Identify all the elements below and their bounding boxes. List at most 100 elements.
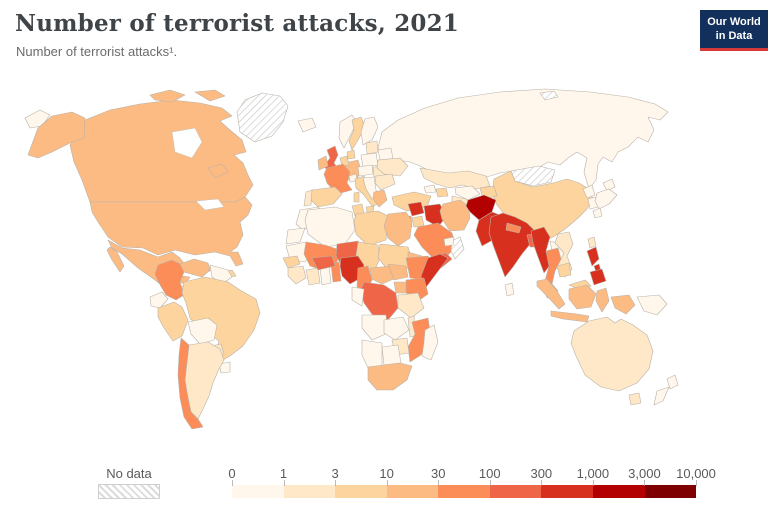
country-ecuador[interactable] bbox=[149, 291, 169, 309]
country-greenland[interactable] bbox=[236, 92, 289, 143]
country-cambodia[interactable] bbox=[556, 262, 572, 278]
country-ivory-coast[interactable] bbox=[305, 267, 321, 286]
country-iran[interactable] bbox=[439, 199, 471, 232]
country-canada-newfoundland[interactable] bbox=[207, 163, 229, 179]
legend-segment-8[interactable] bbox=[644, 485, 697, 498]
legend-segment-1[interactable] bbox=[283, 485, 336, 498]
country-new-zealand-north[interactable] bbox=[666, 374, 679, 390]
country-portugal[interactable] bbox=[303, 189, 313, 207]
country-zambia[interactable] bbox=[383, 316, 410, 341]
country-svalbard[interactable] bbox=[539, 90, 559, 101]
country-kazakhstan[interactable] bbox=[419, 167, 491, 190]
country-iceland[interactable] bbox=[297, 117, 317, 133]
legend-tick-labels: 0 1 3 10 30 100 300 1,000 3,000 10,000 bbox=[228, 466, 716, 482]
country-benelux[interactable] bbox=[339, 155, 350, 167]
country-new-zealand-south[interactable] bbox=[653, 386, 670, 406]
country-peru[interactable] bbox=[157, 301, 189, 342]
country-botswana[interactable] bbox=[381, 344, 402, 366]
country-canada-arctic-2[interactable] bbox=[194, 89, 226, 102]
country-canada[interactable] bbox=[69, 99, 254, 203]
country-somalia[interactable] bbox=[420, 253, 449, 291]
country-belarus[interactable] bbox=[377, 147, 394, 161]
country-myanmar[interactable] bbox=[530, 226, 551, 274]
country-australia-tasmania[interactable] bbox=[628, 392, 642, 406]
country-japan-honshu[interactable] bbox=[594, 188, 618, 210]
legend-segment-3[interactable] bbox=[386, 485, 439, 498]
country-togo-benin[interactable] bbox=[330, 261, 342, 283]
legend-segment-5[interactable] bbox=[489, 485, 542, 498]
legend-segment-6[interactable] bbox=[541, 485, 593, 498]
country-brazil[interactable] bbox=[181, 276, 261, 362]
country-madagascar[interactable] bbox=[421, 324, 439, 361]
country-georgia[interactable] bbox=[423, 184, 437, 194]
country-indonesia-papua[interactable] bbox=[610, 294, 636, 315]
legend-segment-7[interactable] bbox=[592, 485, 645, 498]
country-uae[interactable] bbox=[443, 236, 455, 247]
country-syria[interactable] bbox=[407, 201, 425, 217]
owid-logo[interactable]: Our World in Data bbox=[700, 10, 768, 51]
country-poland[interactable] bbox=[360, 152, 379, 168]
legend-segment-4[interactable] bbox=[438, 485, 490, 498]
country-taiwan[interactable] bbox=[587, 236, 597, 249]
legend-segment-0[interactable] bbox=[232, 485, 284, 498]
country-indonesia-kalimantan[interactable] bbox=[568, 284, 597, 310]
country-indonesia-sulawesi[interactable] bbox=[595, 287, 610, 313]
country-venezuela[interactable] bbox=[179, 258, 211, 278]
country-bolivia[interactable] bbox=[187, 317, 218, 345]
country-nepal[interactable] bbox=[505, 222, 522, 234]
country-finland[interactable] bbox=[360, 116, 379, 146]
country-oman[interactable] bbox=[450, 236, 465, 260]
country-uzbekistan[interactable] bbox=[454, 185, 481, 201]
country-burkina-faso[interactable] bbox=[311, 255, 336, 271]
country-indonesia-sumatra[interactable] bbox=[536, 278, 566, 310]
country-czech-austria[interactable] bbox=[357, 164, 374, 177]
country-libya[interactable] bbox=[353, 210, 389, 247]
country-philippines-luzon[interactable] bbox=[586, 246, 600, 267]
country-chile[interactable] bbox=[177, 337, 204, 430]
country-egypt[interactable] bbox=[383, 211, 413, 247]
country-south-africa[interactable] bbox=[367, 362, 413, 391]
country-italy-sardinia[interactable] bbox=[353, 191, 360, 203]
country-australia[interactable] bbox=[570, 316, 654, 392]
country-senegal[interactable] bbox=[282, 255, 301, 269]
country-azerbaijan[interactable] bbox=[435, 187, 449, 198]
country-canada-arctic-1[interactable] bbox=[149, 89, 186, 103]
country-central-african-republic[interactable] bbox=[369, 265, 397, 285]
legend-tick-label: 100 bbox=[478, 466, 501, 481]
country-usa[interactable] bbox=[89, 196, 253, 267]
country-greece[interactable] bbox=[372, 189, 388, 208]
country-congo-gabon[interactable] bbox=[351, 286, 365, 307]
country-south-sudan[interactable] bbox=[387, 263, 409, 281]
country-north-korea[interactable] bbox=[582, 184, 596, 199]
country-romania-bulgaria[interactable] bbox=[374, 173, 396, 191]
country-jordan[interactable] bbox=[411, 215, 425, 228]
country-india[interactable] bbox=[488, 212, 536, 278]
country-italy-sicily[interactable] bbox=[365, 205, 375, 213]
legend-segment-2[interactable] bbox=[335, 485, 387, 498]
country-argentina[interactable] bbox=[184, 341, 225, 420]
country-philippines-mindanao[interactable] bbox=[589, 268, 607, 286]
country-drc[interactable] bbox=[359, 281, 399, 321]
country-western-sahara[interactable] bbox=[285, 227, 306, 245]
country-indonesia-java[interactable] bbox=[550, 310, 590, 323]
country-denmark[interactable] bbox=[346, 149, 356, 160]
country-angola[interactable] bbox=[361, 314, 389, 341]
country-papua-new-guinea[interactable] bbox=[636, 294, 668, 316]
country-sweden[interactable] bbox=[348, 116, 366, 151]
country-france[interactable] bbox=[323, 163, 353, 195]
country-ireland[interactable] bbox=[317, 155, 329, 171]
country-japan[interactable] bbox=[602, 178, 616, 192]
country-algeria[interactable] bbox=[304, 206, 356, 248]
country-mexico-baja[interactable] bbox=[106, 246, 125, 273]
country-spain[interactable] bbox=[309, 186, 343, 208]
country-mozambique[interactable] bbox=[407, 317, 432, 363]
country-ukraine[interactable] bbox=[376, 157, 409, 177]
legend-no-data-swatch[interactable] bbox=[98, 484, 160, 499]
country-japan-kyushu[interactable] bbox=[592, 207, 603, 219]
country-uganda[interactable] bbox=[393, 281, 407, 294]
country-guinea-region[interactable] bbox=[287, 265, 307, 285]
country-usa-alaska[interactable] bbox=[27, 111, 86, 159]
country-sri-lanka[interactable] bbox=[504, 282, 515, 297]
country-mongolia[interactable] bbox=[510, 165, 556, 187]
country-baltics[interactable] bbox=[365, 140, 379, 155]
